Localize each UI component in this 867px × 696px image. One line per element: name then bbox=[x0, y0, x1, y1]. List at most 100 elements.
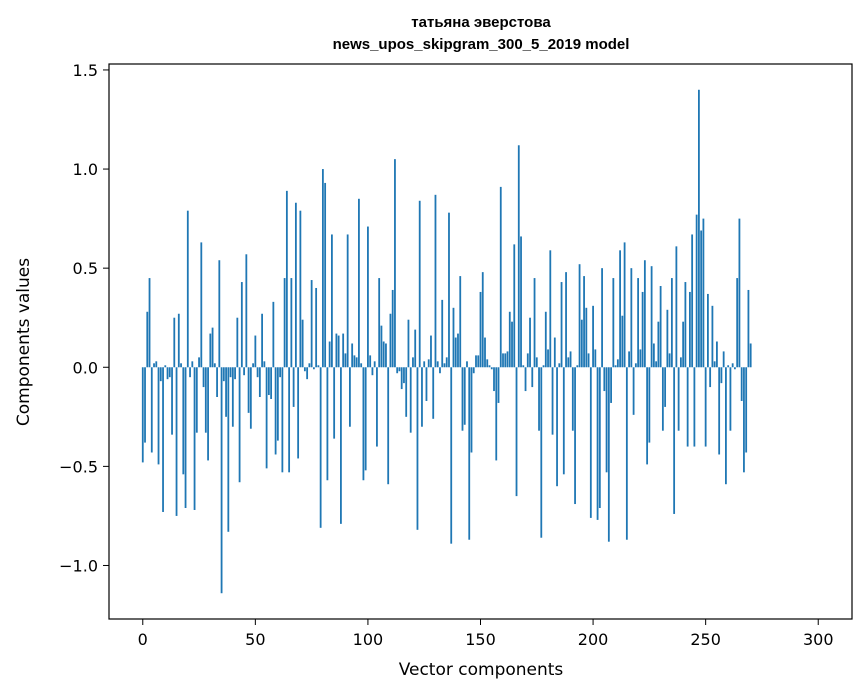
bar-125 bbox=[423, 361, 426, 368]
bar-57 bbox=[270, 367, 273, 399]
bar-98 bbox=[362, 367, 365, 481]
bar-154 bbox=[488, 365, 491, 368]
bar-191 bbox=[571, 367, 574, 431]
bar-134 bbox=[443, 363, 446, 368]
bar-238 bbox=[677, 367, 680, 431]
bar-99 bbox=[364, 367, 367, 471]
bar-81 bbox=[324, 182, 327, 368]
bar-146 bbox=[470, 367, 473, 453]
bar-43 bbox=[238, 367, 241, 483]
bar-109 bbox=[387, 367, 390, 485]
bar-206 bbox=[605, 367, 608, 473]
y-tick-label: 1.0 bbox=[73, 160, 98, 179]
bar-30 bbox=[209, 333, 212, 368]
bar-226 bbox=[650, 266, 653, 368]
bar-235 bbox=[670, 278, 673, 368]
bar-215 bbox=[625, 367, 628, 540]
bar-5 bbox=[153, 363, 155, 368]
bar-40 bbox=[231, 367, 234, 427]
bar-37 bbox=[225, 367, 227, 417]
bar-229 bbox=[657, 321, 660, 368]
bar-88 bbox=[340, 367, 342, 524]
bar-169 bbox=[522, 365, 525, 368]
bar-79 bbox=[319, 367, 322, 528]
bar-29 bbox=[207, 367, 209, 461]
bar-73 bbox=[306, 367, 309, 380]
bar-174 bbox=[533, 278, 536, 368]
bar-257 bbox=[720, 367, 723, 384]
bar-177 bbox=[540, 367, 543, 538]
bar-210 bbox=[614, 365, 617, 368]
bar-110 bbox=[389, 313, 392, 368]
bar-24 bbox=[195, 367, 198, 433]
bar-266 bbox=[740, 367, 743, 401]
bar-182 bbox=[551, 367, 554, 435]
bar-201 bbox=[594, 349, 597, 368]
bar-159 bbox=[499, 186, 502, 368]
bar-131 bbox=[436, 361, 439, 368]
bar-23 bbox=[193, 367, 196, 510]
bar-270 bbox=[749, 343, 752, 368]
bar-232 bbox=[664, 367, 667, 407]
bar-246 bbox=[695, 214, 698, 368]
bar-244 bbox=[691, 234, 694, 368]
bar-135 bbox=[445, 357, 448, 368]
bar-160 bbox=[502, 353, 504, 368]
bar-137 bbox=[450, 367, 453, 544]
bar-153 bbox=[486, 359, 489, 368]
bar-103 bbox=[373, 361, 376, 368]
bar-243 bbox=[688, 291, 691, 368]
bar-165 bbox=[513, 244, 516, 368]
x-tick-label: 100 bbox=[353, 630, 384, 649]
bar-167 bbox=[517, 145, 520, 368]
bar-193 bbox=[576, 365, 579, 368]
bar-180 bbox=[547, 349, 549, 368]
bar-70 bbox=[299, 210, 302, 368]
bar-66 bbox=[290, 278, 293, 368]
bar-3 bbox=[148, 278, 151, 368]
bar-127 bbox=[427, 359, 430, 368]
bar-104 bbox=[376, 367, 378, 447]
bar-158 bbox=[497, 367, 500, 403]
bar-114 bbox=[398, 367, 401, 372]
bar-85 bbox=[333, 367, 336, 439]
y-tick-label: 0.5 bbox=[73, 259, 98, 278]
y-tick-label: 1.5 bbox=[73, 61, 98, 80]
bar-152 bbox=[484, 337, 486, 368]
bar-9 bbox=[162, 367, 164, 512]
bar-89 bbox=[342, 333, 345, 368]
bar-196 bbox=[583, 276, 585, 368]
bar-116 bbox=[403, 367, 405, 384]
bar-175 bbox=[535, 357, 538, 368]
bar-185 bbox=[558, 363, 561, 368]
bar-54 bbox=[263, 361, 266, 368]
bar-25 bbox=[198, 357, 200, 368]
bar-224 bbox=[646, 367, 649, 465]
bar-95 bbox=[355, 357, 358, 368]
bar-213 bbox=[621, 315, 624, 368]
bar-209 bbox=[612, 278, 615, 368]
bar-188 bbox=[565, 272, 567, 368]
bar-261 bbox=[729, 367, 732, 431]
bar-189 bbox=[567, 357, 570, 368]
x-tick-label: 250 bbox=[690, 630, 721, 649]
bar-233 bbox=[666, 309, 669, 368]
bar-221 bbox=[639, 349, 642, 368]
bar-260 bbox=[727, 365, 730, 368]
y-tick-label: 0.0 bbox=[73, 358, 98, 377]
bar-199 bbox=[589, 367, 592, 518]
bar-21 bbox=[189, 367, 191, 378]
bar-236 bbox=[673, 367, 676, 514]
bar-59 bbox=[274, 367, 277, 455]
bar-74 bbox=[308, 363, 311, 368]
bar-245 bbox=[693, 367, 696, 447]
bar-237 bbox=[675, 246, 678, 368]
bar-1 bbox=[144, 367, 146, 443]
bar-51 bbox=[256, 367, 259, 378]
bar-series bbox=[141, 89, 752, 594]
bar-256 bbox=[718, 367, 721, 455]
bar-80 bbox=[321, 169, 324, 368]
bar-120 bbox=[412, 357, 414, 368]
x-tick-label: 300 bbox=[803, 630, 834, 649]
x-axis-ticks: 0 50 100 150 200 250 300 bbox=[138, 619, 834, 649]
